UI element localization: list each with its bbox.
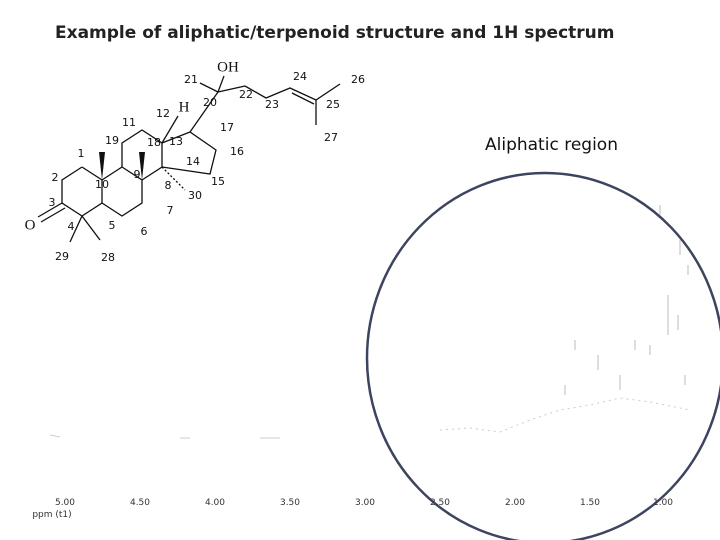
axis-title: ppm (t1): [32, 510, 71, 520]
wedge: [99, 152, 105, 180]
atom-label: 20: [203, 96, 217, 109]
atom-label: 5: [109, 219, 116, 232]
atom-label: 27: [324, 131, 338, 144]
atom-label: 6: [141, 225, 148, 238]
atom-label: 25: [326, 98, 340, 111]
axis-tick-label: 4.00: [205, 498, 225, 508]
atom-label: H: [179, 99, 190, 115]
axis-tick-label: 5.00: [55, 498, 75, 508]
atom-label: 24: [293, 70, 307, 83]
atom-label: 28: [101, 251, 115, 264]
atom-label: OH: [217, 59, 239, 75]
axis-tick-label: 3.50: [280, 498, 300, 508]
atom-label: 8: [165, 179, 172, 192]
atom-label: 10: [95, 178, 109, 191]
atom-label: 22: [239, 88, 253, 101]
atom-label: 7: [167, 204, 174, 217]
wedge: [139, 152, 145, 180]
atom-label: 23: [265, 98, 279, 111]
atom-label: 16: [230, 145, 244, 158]
atom-label: 15: [211, 175, 225, 188]
axis-tick-label: 3.00: [355, 498, 375, 508]
atom-label: O: [25, 217, 36, 233]
atom-label: 19: [105, 134, 119, 147]
axis-tick-label: 2.00: [505, 498, 525, 508]
molecule-bonds: [37, 75, 341, 243]
highlight-circle: [365, 171, 720, 540]
axis-tick-label: 2.50: [430, 498, 450, 508]
spectrum-trace: [49, 205, 691, 439]
atom-label: 4: [68, 220, 75, 233]
atom-label: 9: [134, 168, 141, 181]
axis-tick-label: 1.50: [580, 498, 600, 508]
atom-label: 3: [49, 196, 56, 209]
atom-label: 2: [52, 171, 59, 184]
atom-label: 30: [188, 189, 202, 202]
atom-label: 17: [220, 121, 234, 134]
title: Example of aliphatic/terpenoid structure…: [55, 23, 614, 43]
atom-label: 26: [351, 73, 365, 86]
axis-tick-label: 1.00: [653, 498, 673, 508]
atom-label: 14: [186, 155, 200, 168]
atom-label: 1: [78, 147, 85, 160]
axis-tick-label: 4.50: [130, 498, 150, 508]
atom-label: 11: [122, 116, 136, 129]
atom-label: 29: [55, 250, 69, 263]
atom-label: 13: [169, 135, 183, 148]
annotation: Aliphatic region: [485, 135, 618, 155]
atom-label: 12: [156, 107, 170, 120]
atom-label: 21: [184, 73, 198, 86]
atom-label: 18: [147, 136, 161, 149]
